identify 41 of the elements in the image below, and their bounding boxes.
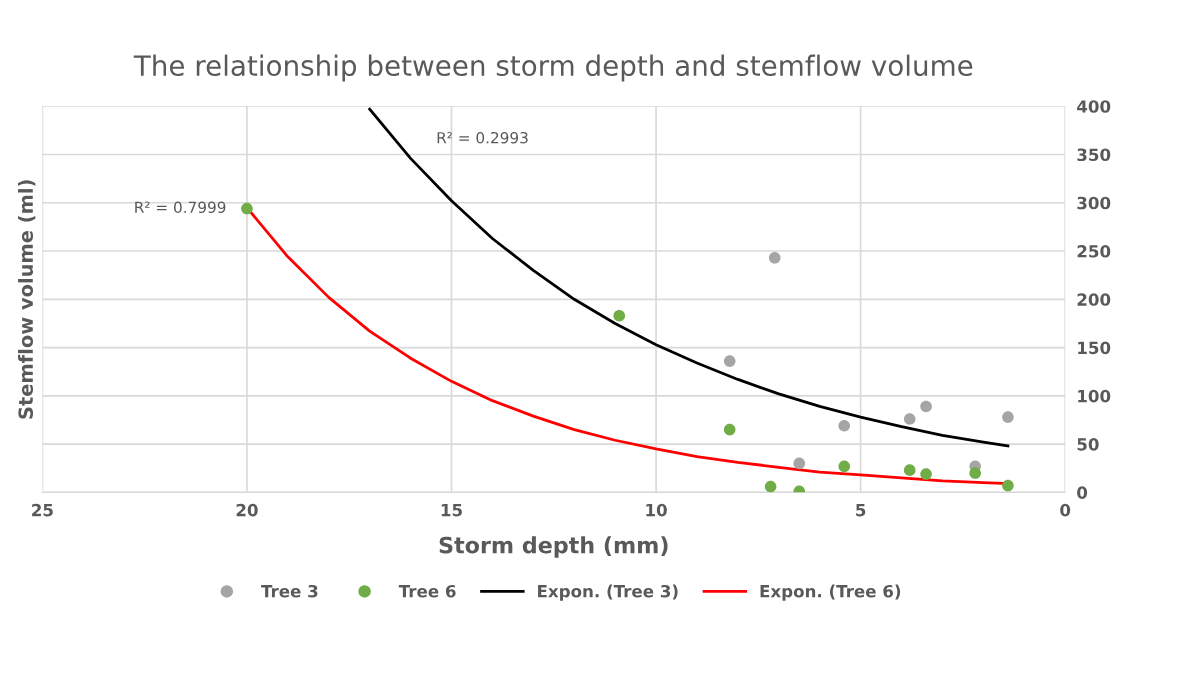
x-tick-label: 20 (236, 503, 258, 517)
legend-label: Expon. (Tree 3) (538, 584, 678, 601)
point (1002, 479, 1014, 492)
point (723, 355, 736, 367)
point (838, 460, 851, 473)
y-tick-label: 250 (1077, 245, 1111, 258)
point (903, 413, 916, 425)
chart-title: The relationship between storm depth and stemflow volume (133, 54, 973, 82)
y-tick-label: 100 (1078, 389, 1111, 403)
y-tick-label: 0 (1077, 486, 1088, 499)
point (241, 202, 253, 215)
y-tick-label: 400 (1077, 100, 1111, 113)
legend-label: Expon. (Tree 6) (760, 584, 901, 601)
point (1002, 411, 1014, 423)
x-tick-label: 10 (646, 503, 667, 517)
line-series (368, 107, 1010, 448)
x-tick-label: 15 (441, 503, 462, 517)
legend-label: Tree 6 (398, 584, 456, 598)
y-tick-label: 200 (1077, 293, 1111, 306)
x-axis-title: Storm depth (mm) (439, 536, 668, 558)
y-tick-label: 350 (1077, 148, 1111, 162)
point (723, 423, 736, 436)
y-tick-label: 150 (1078, 341, 1111, 355)
y-axis-title: Stemflow volume (ml) (18, 180, 36, 419)
point (903, 464, 916, 476)
y-tick-label: 300 (1077, 196, 1111, 210)
point (793, 457, 806, 470)
x-tick-label: 5 (856, 503, 866, 517)
y-tick-label: 50 (1077, 438, 1099, 451)
annotation: R² = 0.7999 (135, 201, 226, 213)
annotation: R² = 0.2993 (437, 131, 528, 144)
x-tick-label: 0 (1060, 503, 1071, 517)
point (764, 480, 777, 493)
x-tick-label: 25 (32, 503, 53, 517)
point (838, 419, 851, 432)
point (768, 251, 781, 264)
legend-label: Tree 3 (261, 584, 318, 598)
point (920, 400, 932, 413)
point (613, 309, 626, 322)
point (920, 468, 932, 480)
point (969, 467, 981, 479)
